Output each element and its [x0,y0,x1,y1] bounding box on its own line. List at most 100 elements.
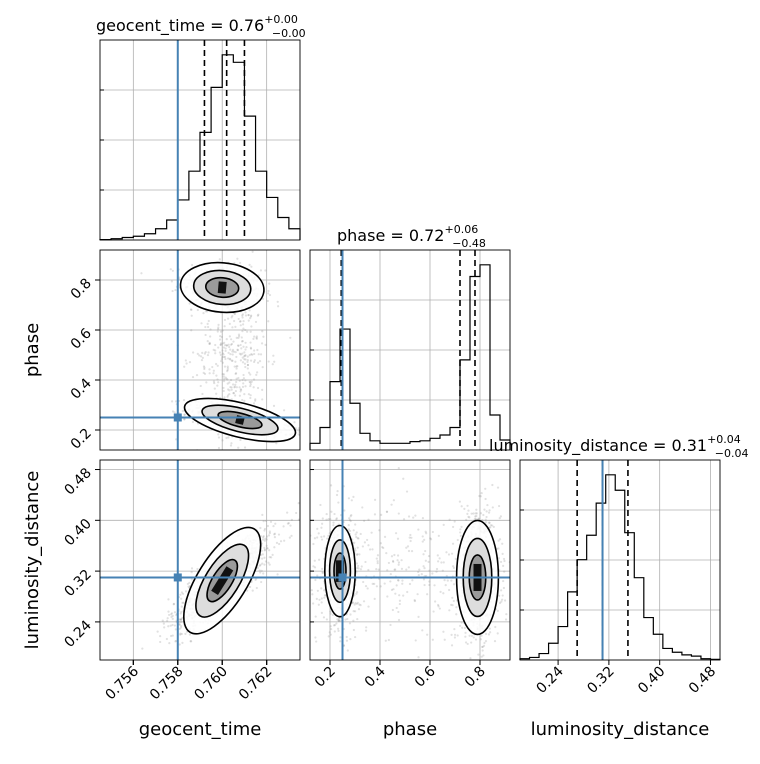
scatter-point [239,359,242,362]
scatter-point [475,512,478,515]
x-tick-label: 0.24 [534,663,567,696]
scatter-point [273,533,276,536]
scatter-point [501,598,504,601]
scatter-point [180,591,184,594]
scatter-point [336,618,339,621]
scatter-point [267,534,271,537]
scatter-point [354,533,357,536]
scatter-point [474,638,478,641]
scatter-point [306,597,308,599]
scatter-point [453,520,456,523]
scatter-point [178,623,181,626]
scatter-point [183,365,186,368]
hist-panel-geocent_time [99,39,301,665]
scatter-point [451,542,455,545]
xlabel-phase: phase [383,719,437,740]
scatter-point [402,518,406,521]
scatter-point [352,628,355,632]
scatter-point [282,525,285,528]
scatter-point [322,535,326,538]
scatter-point [353,610,357,613]
scatter-point [393,553,396,557]
title-phase: phase = 0.72+0.06 −0.48 [337,223,486,250]
x-tick-label: 0.760 [191,664,231,704]
scatter-point [187,585,190,588]
scatter-point [348,517,351,520]
contour-group [183,397,297,443]
scatter-point [271,553,274,556]
scatter-point [234,372,238,375]
scatter-point [326,537,329,540]
scatter-point [241,398,244,402]
scatter-point [178,618,181,621]
scatter-point [277,305,280,308]
scatter-point [217,446,221,450]
scatter-point [390,503,393,506]
scatter-point [386,595,389,598]
scatter-point [467,515,470,518]
x-tick-label: 0.32 [584,664,617,697]
scatter-point [229,348,232,351]
scatter-point [240,347,243,350]
scatter-point [465,518,468,521]
scatter-point [332,524,335,527]
scatter-point [217,433,220,436]
scatter-point [255,335,258,338]
scatter-point [463,626,467,630]
scatter-point [364,560,367,564]
scatter-point [396,671,398,673]
scatter-point [180,605,183,608]
scatter-point [329,484,333,487]
scatter-point [243,446,247,449]
scatter-point [355,535,358,539]
scatter-point [186,582,189,586]
scatter-point [231,314,234,318]
scatter-point [171,617,174,620]
scatter-point [320,597,323,600]
scatter-point [230,343,233,346]
scatter-point [253,352,256,356]
scatter-point [401,579,404,582]
scatter-point [252,402,256,405]
scatter-point [358,553,361,556]
scatter-point [220,358,223,361]
scatter-point [344,618,347,621]
scatter-point [178,623,181,626]
scatter-point [238,352,242,355]
scatter-point [183,418,186,421]
panel-content [306,460,528,673]
scatter-point [391,608,394,612]
scatter-point [361,545,364,548]
scatter-point [352,529,355,532]
scatter-point [350,499,353,502]
scatter-point [175,438,178,441]
scatter-point [195,374,199,377]
scatter-point [170,280,173,283]
scatter-point [236,257,239,260]
scatter-point [526,556,528,558]
scatter-point [502,564,505,567]
scatter-point [405,568,408,571]
scatter-point [283,539,286,542]
scatter-point [491,524,494,527]
scatter-point [243,358,246,361]
scatter-point [181,617,184,620]
scatter-point [426,633,429,636]
scatter-point [499,560,503,564]
scatter-point [437,605,440,608]
panel-2d-geocent_time-phase: 0.2 0.4 0.6 0.8 [68,249,301,665]
scatter-point [376,560,379,563]
scatter-point [321,517,324,520]
scatter-point [203,366,206,369]
scatter-point [477,517,480,520]
scatter-point [487,511,491,514]
contour-group [179,261,265,314]
scatter-point [241,340,244,343]
scatter-point [241,330,244,333]
scatter-point [229,353,232,356]
scatter-point [184,359,187,362]
scatter-point [482,644,486,648]
scatter-point [268,282,271,285]
scatter-point [222,346,225,349]
scatter-point [205,381,208,384]
